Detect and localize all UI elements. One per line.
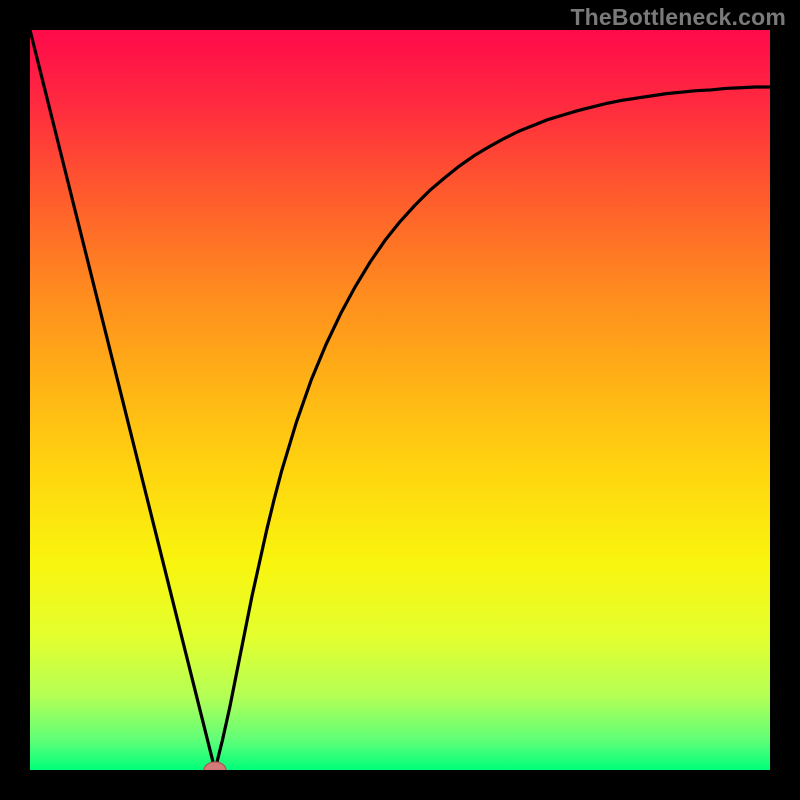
watermark-text: TheBottleneck.com <box>570 4 786 31</box>
plot-svg <box>30 30 770 770</box>
gradient-background <box>30 30 770 770</box>
chart-container: TheBottleneck.com <box>0 0 800 800</box>
plot-area <box>30 30 770 770</box>
